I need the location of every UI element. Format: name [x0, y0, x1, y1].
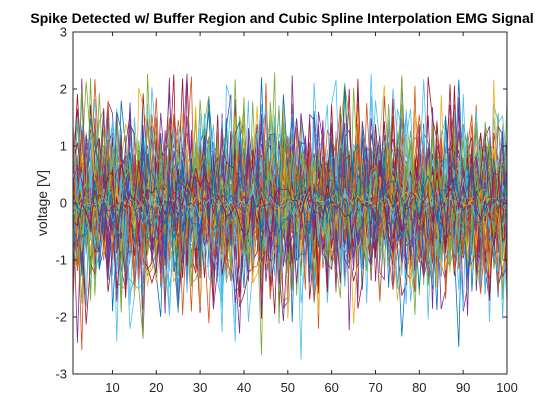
y-tick-label: 1: [60, 139, 67, 154]
y-tick-label: 3: [60, 25, 67, 40]
x-tick-label: 60: [324, 380, 338, 395]
y-tick-label: -1: [55, 253, 67, 268]
x-tick-label: 20: [149, 380, 163, 395]
x-tick-label: 70: [368, 380, 382, 395]
x-tick-label: 30: [193, 380, 207, 395]
x-tick-label: 80: [412, 380, 426, 395]
x-tick-label: 100: [496, 380, 518, 395]
y-tick-label: -2: [55, 310, 67, 325]
y-tick-label: 2: [60, 82, 67, 97]
series-line: [73, 177, 507, 222]
series-line: [73, 124, 507, 300]
series-line: [73, 111, 507, 311]
series-line: [73, 164, 507, 235]
x-tick-label: 50: [281, 380, 295, 395]
series-line: [73, 121, 507, 270]
y-axis: -3 -2 -1 0 1 2 3: [55, 25, 507, 382]
x-tick-label: 10: [105, 380, 119, 395]
y-tick-label: 0: [60, 196, 67, 211]
chart-title: Spike Detected w/ Buffer Region and Cubi…: [30, 10, 533, 26]
y-tick-label: -3: [55, 367, 67, 382]
series-line: [73, 111, 507, 302]
y-axis-label: voltage [V]: [34, 170, 50, 236]
x-tick-label: 40: [237, 380, 251, 395]
series-group: [73, 72, 507, 360]
x-tick-label: 90: [456, 380, 470, 395]
x-axis: 10 20 30 40 50 60 70 80 90 100: [105, 32, 518, 395]
